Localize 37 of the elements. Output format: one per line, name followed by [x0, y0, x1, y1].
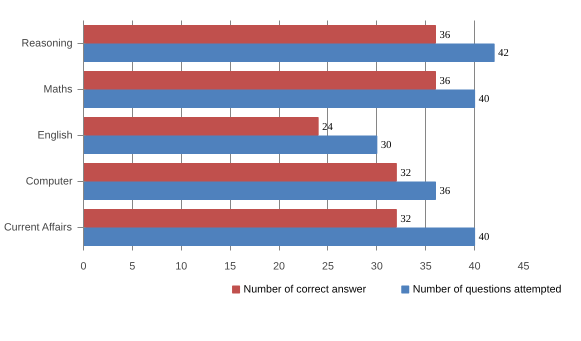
x-tick-label: 45 [518, 260, 530, 272]
x-tick-label: 40 [468, 260, 481, 272]
y-tick-label: Reasoning [22, 38, 73, 50]
x-tick-label: 20 [273, 260, 286, 272]
data-label: 36 [440, 186, 451, 198]
data-label: 32 [400, 214, 412, 225]
y-tick-label: Computer [26, 176, 73, 188]
bar [84, 135, 378, 154]
data-label: 42 [498, 48, 509, 60]
bar [84, 209, 397, 228]
y-tick-label: English [38, 130, 73, 142]
bar [84, 181, 436, 200]
bar [84, 89, 476, 108]
data-label: 36 [440, 76, 451, 87]
data-label: 40 [478, 232, 490, 244]
x-tick-label: 0 [80, 260, 87, 272]
x-tick-label: 35 [420, 260, 432, 272]
x-tick-label: 15 [224, 260, 236, 272]
bar [84, 25, 436, 44]
bar [84, 43, 495, 62]
y-tick-label: Current Affairs [4, 222, 72, 234]
x-tick-label: 10 [175, 260, 188, 272]
data-label: 24 [322, 122, 334, 133]
data-label: 40 [478, 94, 490, 106]
legend-label: Number of correct answer [244, 284, 367, 296]
bar [84, 117, 319, 136]
x-tick-label: 25 [322, 260, 334, 272]
data-label: 30 [380, 140, 392, 152]
bar [84, 71, 436, 90]
bar [84, 227, 476, 246]
x-tick-label: 5 [129, 260, 136, 272]
data-label: 32 [400, 168, 412, 179]
legend-label: Number of questions attempted [412, 284, 562, 296]
data-label: 36 [440, 30, 451, 41]
y-tick-label: Maths [43, 84, 73, 96]
x-tick-label: 30 [370, 260, 383, 272]
bar [84, 163, 397, 182]
